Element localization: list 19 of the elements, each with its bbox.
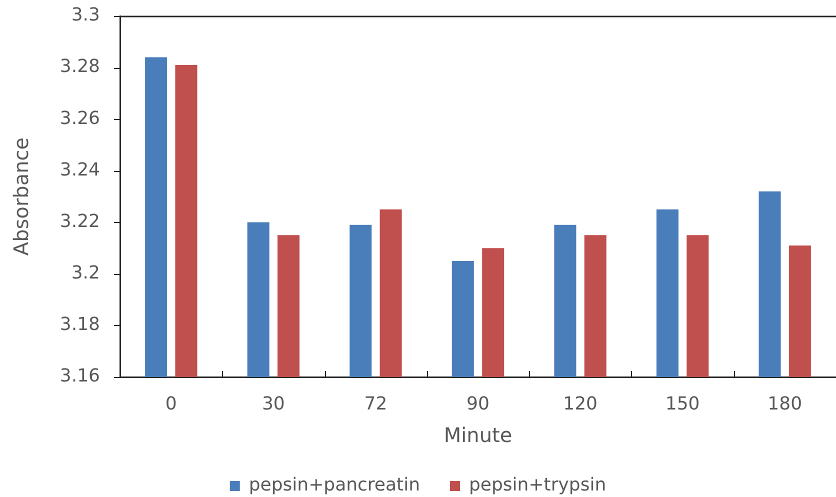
x-axis-title: Minute: [444, 423, 512, 448]
x-tick-label: 150: [665, 393, 700, 414]
x-tick-label: 30: [262, 393, 285, 414]
x-tick-label: 0: [165, 393, 177, 414]
x-tick-label: 72: [364, 393, 388, 414]
legend-label: pepsin+pancreatin: [248, 474, 420, 496]
y-tick-label: 3.3: [71, 4, 100, 26]
y-tick-label: 3.24: [60, 159, 100, 180]
y-axis-title: Absorbance: [9, 137, 34, 256]
y-tick-label: 3.18: [60, 314, 100, 336]
x-tick-label: 180: [768, 393, 802, 414]
legend-label: pepsin+trypsin: [469, 474, 606, 496]
y-tick-label: 3.2: [71, 262, 100, 284]
y-tick-label: 3.28: [60, 56, 100, 78]
y-tick-label: 3.22: [60, 210, 100, 232]
x-tick-label: 120: [563, 393, 598, 414]
y-tick-label: 3.26: [60, 108, 100, 129]
y-tick-label: 3.16: [60, 366, 100, 387]
x-tick-label: 90: [466, 393, 490, 414]
